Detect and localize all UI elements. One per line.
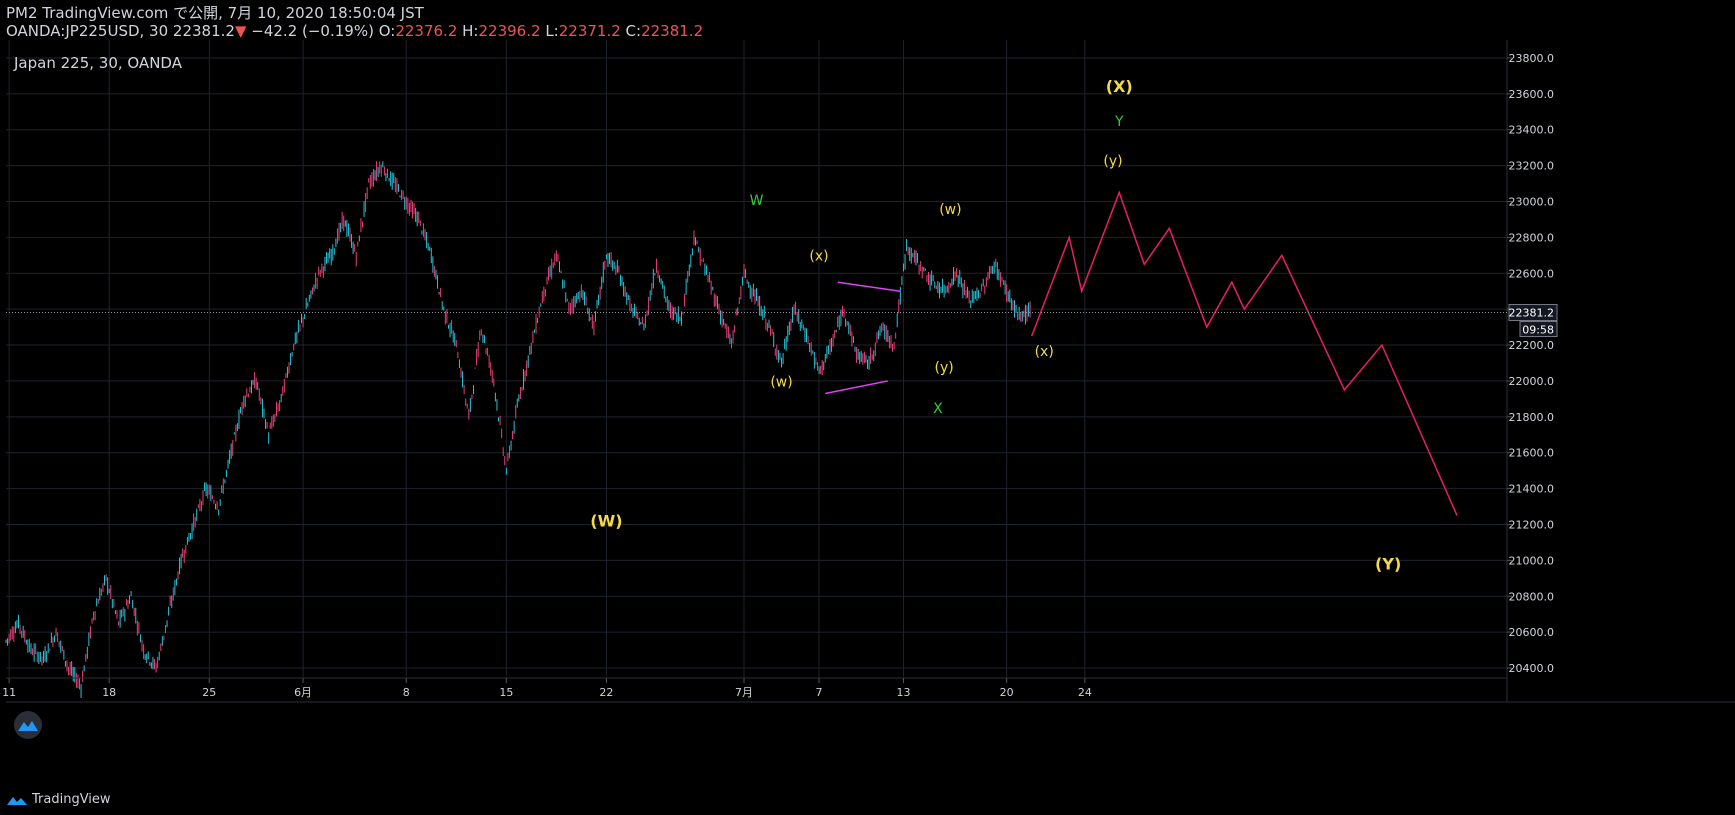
projection-path bbox=[1030, 190, 1458, 516]
x-tick-label: 20 bbox=[1000, 686, 1014, 699]
x-tick-label: 24 bbox=[1078, 686, 1092, 699]
close-label: C: bbox=[625, 22, 642, 40]
wave-labels: (X) Y (y) W (w) (x) (w) (y) (x) X (W) (Y) bbox=[590, 77, 1401, 573]
y-tick-label: 22000.0 bbox=[1509, 375, 1555, 388]
published-line: PM2 TradingView.com で公開, 7月 10, 2020 18:… bbox=[6, 4, 424, 22]
wave-label: (W) bbox=[590, 511, 622, 530]
wave-label: (x) bbox=[809, 249, 828, 265]
wave-label: (w) bbox=[939, 202, 961, 218]
ohlc-line: OANDA:JP225USD, 30 22381.2▼ −42.2 (−0.19… bbox=[6, 22, 703, 40]
channel-line bbox=[825, 380, 888, 395]
low-value: 22371.2 bbox=[558, 22, 621, 40]
close-value: 22381.2 bbox=[641, 22, 704, 40]
wave-label: (Y) bbox=[1375, 554, 1401, 573]
y-tick-label: 20800.0 bbox=[1509, 590, 1555, 603]
y-tick-label: 21200.0 bbox=[1509, 518, 1555, 531]
high-label: H: bbox=[462, 22, 479, 40]
last-price: 22381.2 bbox=[172, 22, 235, 40]
countdown-label: 09:58 bbox=[1522, 324, 1554, 337]
plot-area bbox=[6, 40, 1507, 677]
y-tick-label: 23800.0 bbox=[1509, 52, 1555, 65]
y-tick-label: 21600.0 bbox=[1509, 447, 1555, 460]
x-tick-label: 8 bbox=[403, 686, 410, 699]
y-tick-label: 20400.0 bbox=[1509, 662, 1555, 675]
open-value: 22376.2 bbox=[395, 22, 458, 40]
channel-line bbox=[837, 281, 901, 292]
x-tick-label: 11 bbox=[2, 686, 16, 699]
wave-label: (X) bbox=[1106, 77, 1133, 96]
y-tick-label: 20600.0 bbox=[1509, 626, 1555, 639]
current-price-badge bbox=[1508, 304, 1558, 322]
price-axis[interactable]: 23800.0 23600.0 23400.0 23200.0 23000.0 22800… bbox=[6, 40, 1558, 702]
x-tick-label: 22 bbox=[599, 686, 613, 699]
tradingview-brand[interactable]: TradingView bbox=[6, 792, 111, 807]
logo-bubble bbox=[14, 711, 42, 739]
chart-title: Japan 225, 30, OANDA bbox=[13, 54, 183, 72]
x-tick-label: 25 bbox=[202, 686, 216, 699]
y-tick-label: 22200.0 bbox=[1509, 339, 1555, 352]
x-tick-label: 6月 bbox=[294, 686, 312, 699]
wave-label: (y) bbox=[1103, 154, 1122, 170]
y-tick-label: 22600.0 bbox=[1509, 267, 1555, 280]
wave-label: (x) bbox=[1035, 344, 1054, 360]
high-value: 22396.2 bbox=[478, 22, 541, 40]
y-tick-label: 21400.0 bbox=[1509, 483, 1555, 496]
x-tick-label: 15 bbox=[499, 686, 513, 699]
tv-logo-icon[interactable] bbox=[14, 711, 42, 739]
y-tick-label: 23000.0 bbox=[1509, 195, 1555, 208]
channel-lines bbox=[825, 281, 901, 395]
y-tick-label: 23400.0 bbox=[1509, 124, 1555, 137]
y-tick-label: 23600.0 bbox=[1509, 88, 1555, 101]
x-tick-label: 7月 bbox=[735, 686, 753, 699]
published-text: PM2 TradingView.com で公開, 7月 10, 2020 18:… bbox=[6, 4, 424, 22]
tradingview-logo-icon bbox=[7, 796, 27, 805]
wave-label: X bbox=[933, 401, 943, 417]
down-arrow-icon: ▼ bbox=[234, 22, 247, 40]
low-label: L: bbox=[545, 22, 559, 40]
x-tick-label: 7 bbox=[816, 686, 823, 699]
current-price-label: 22381.2 bbox=[1509, 307, 1555, 320]
logo-wave bbox=[18, 721, 38, 731]
time-axis[interactable]: 11 18 25 6月 8 15 22 7月 7 13 20 24 bbox=[2, 677, 1735, 703]
price-change: −42.2 (−0.19%) bbox=[251, 22, 374, 40]
y-tick-label: 22800.0 bbox=[1509, 231, 1555, 244]
brand-label: TradingView bbox=[32, 792, 111, 807]
symbol-label: OANDA:JP225USD, 30 bbox=[6, 22, 169, 40]
wave-label: W bbox=[750, 193, 764, 209]
y-tick-label: 21000.0 bbox=[1509, 554, 1555, 567]
open-label: O: bbox=[378, 22, 396, 40]
y-tick-label: 21800.0 bbox=[1509, 411, 1555, 424]
wave-label: Y bbox=[1114, 114, 1124, 130]
x-tick-label: 18 bbox=[102, 686, 116, 699]
grid-layer bbox=[6, 40, 1507, 677]
wave-label: (y) bbox=[935, 360, 954, 376]
y-tick-label: 23200.0 bbox=[1509, 160, 1555, 173]
price-series bbox=[5, 161, 1031, 698]
countdown-badge bbox=[1519, 321, 1558, 338]
wave-label: (w) bbox=[770, 374, 792, 390]
x-tick-label: 13 bbox=[896, 686, 910, 699]
projection-line bbox=[1030, 190, 1458, 516]
